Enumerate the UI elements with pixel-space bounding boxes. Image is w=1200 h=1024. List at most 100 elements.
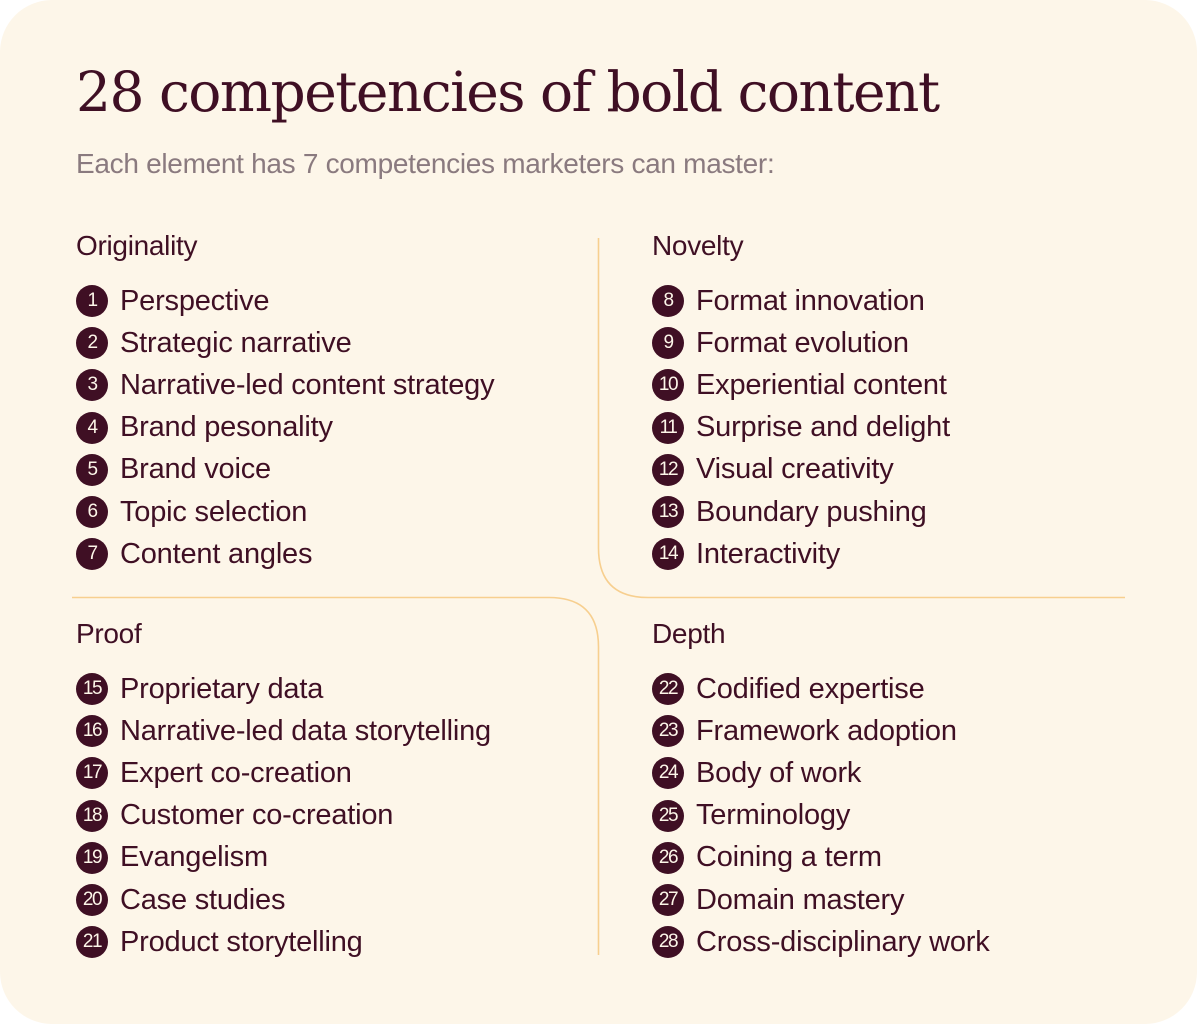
list-item: 19 Evangelism	[76, 837, 491, 879]
list-item: 20 Case studies	[76, 879, 491, 921]
number-badge: 9	[652, 327, 684, 360]
section-novelty: Novelty 8 Format innovation 9 Format evolu…	[652, 230, 950, 575]
page-subtitle: Each element has 7 competencies marketer…	[76, 148, 775, 179]
list-item: 18 Customer co-creation	[76, 795, 491, 837]
competency-label: Topic selection	[120, 495, 308, 528]
competency-label: Format evolution	[696, 326, 909, 359]
number-badge: 28	[652, 926, 684, 959]
number-badge: 5	[76, 453, 108, 486]
list-item: 22 Codified expertise	[652, 668, 990, 710]
section-heading: Novelty	[652, 230, 744, 261]
competency-label: Interactivity	[696, 537, 841, 570]
competency-label: Narrative-led content strategy	[120, 368, 495, 401]
competency-label: Boundary pushing	[696, 495, 927, 528]
number-badge: 17	[76, 757, 108, 790]
competency-label: Perspective	[120, 284, 270, 317]
section-proof: Proof 15 Proprietary data 16 Narrative-led…	[76, 618, 491, 963]
list-item: 5 Brand voice	[76, 449, 494, 491]
list-item: 9 Format evolution	[652, 322, 950, 364]
number-badge: 16	[76, 715, 108, 748]
competency-label: Cross-disciplinary work	[696, 925, 990, 958]
list-item: 24 Body of work	[652, 752, 990, 794]
section-heading: Proof	[76, 618, 142, 649]
list-item: 2 Strategic narrative	[76, 322, 494, 364]
competency-list: 1 Perspective 2 Strategic narrative 3 Narra…	[76, 280, 495, 575]
number-badge: 25	[652, 799, 684, 832]
competency-label: Content angles	[120, 537, 313, 570]
number-badge: 21	[76, 926, 108, 959]
page-title: 28 competencies of bold content	[76, 60, 940, 124]
competency-label: Experiential content	[696, 368, 947, 401]
list-item: 26 Coining a term	[652, 837, 990, 879]
number-badge: 23	[652, 715, 684, 748]
list-item: 23 Framework adoption	[652, 710, 990, 752]
list-item: 13 Boundary pushing	[652, 491, 950, 533]
divider-top-right	[597, 238, 1125, 599]
number-badge: 14	[652, 538, 684, 571]
list-item: 10 Experiential content	[652, 364, 950, 406]
competency-label: Codified expertise	[696, 672, 925, 705]
number-badge: 13	[652, 496, 684, 529]
competency-label: Format innovation	[696, 284, 925, 317]
number-badge: 26	[652, 841, 684, 874]
list-item: 16 Narrative-led data storytelling	[76, 710, 491, 752]
number-badge: 15	[76, 673, 108, 706]
competency-label: Coining a term	[696, 841, 882, 874]
list-item: 3 Narrative-led content strategy	[76, 364, 495, 406]
number-badge: 4	[76, 411, 108, 444]
competency-label: Domain mastery	[696, 883, 905, 916]
number-badge: 1	[76, 285, 108, 318]
competency-list: 15 Proprietary data 16 Narrative-led data …	[76, 668, 491, 963]
list-item: 8 Format innovation	[652, 280, 950, 322]
number-badge: 10	[652, 369, 684, 402]
section-depth: Depth 22 Codified expertise 23 Framework a…	[652, 618, 990, 963]
competency-label: Customer co-creation	[120, 799, 394, 832]
competency-label: Terminology	[696, 799, 851, 832]
number-badge: 18	[76, 799, 108, 832]
competency-label: Body of work	[696, 756, 862, 789]
number-badge: 22	[652, 673, 684, 706]
list-item: 1 Perspective	[76, 280, 494, 322]
list-item: 4 Brand pesonality	[76, 407, 494, 449]
competency-label: Expert co-creation	[120, 756, 352, 789]
number-badge: 2	[76, 327, 108, 360]
competency-label: Brand voice	[120, 453, 271, 486]
number-badge: 8	[652, 285, 684, 318]
number-badge: 19	[76, 841, 108, 874]
list-item: 15 Proprietary data	[76, 668, 491, 710]
section-heading: Depth	[652, 618, 726, 649]
number-badge: 27	[652, 884, 684, 917]
competency-label: Narrative-led data storytelling	[120, 714, 491, 747]
number-badge: 24	[652, 757, 684, 790]
competency-label: Brand pesonality	[120, 411, 333, 444]
list-item: 17 Expert co-creation	[76, 752, 491, 794]
list-item: 14 Interactivity	[652, 533, 950, 575]
divider-bottom-left	[72, 596, 600, 955]
number-badge: 6	[76, 496, 108, 529]
number-badge: 7	[76, 538, 108, 571]
number-badge: 12	[652, 453, 684, 486]
list-item: 27 Domain mastery	[652, 879, 990, 921]
list-item: 28 Cross-disciplinary work	[652, 921, 990, 963]
number-badge: 11	[652, 411, 684, 444]
section-heading: Originality	[76, 230, 198, 261]
competency-label: Strategic narrative	[120, 326, 352, 359]
list-item: 12 Visual creativity	[652, 449, 950, 491]
list-item: 21 Product storytelling	[76, 921, 491, 963]
competency-label: Case studies	[120, 883, 286, 916]
section-originality: Originality 1 Perspective 2 Strategic narr…	[76, 230, 495, 575]
competency-label: Product storytelling	[120, 925, 363, 958]
list-item: 6 Topic selection	[76, 491, 494, 533]
number-badge: 3	[76, 369, 108, 402]
list-item: 7 Content angles	[76, 533, 494, 575]
competency-label: Surprise and delight	[696, 411, 950, 444]
competency-label: Evangelism	[120, 841, 268, 874]
competency-list: 22 Codified expertise 23 Framework adoptio…	[652, 668, 990, 963]
competency-label: Proprietary data	[120, 672, 324, 705]
competency-label: Visual creativity	[696, 453, 894, 486]
competency-list: 8 Format innovation 9 Format evolution 10 E…	[652, 280, 950, 575]
list-item: 11 Surprise and delight	[652, 407, 950, 449]
number-badge: 20	[76, 884, 108, 917]
